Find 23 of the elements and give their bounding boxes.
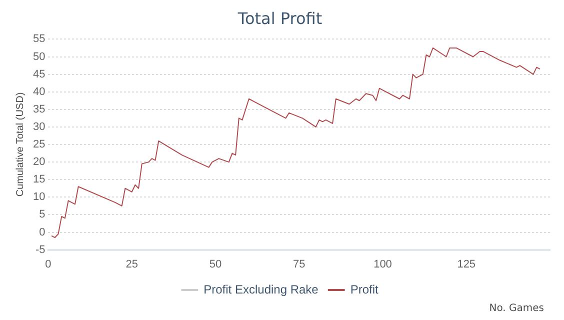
y-tick-label: 25 bbox=[32, 138, 46, 151]
y-tick-label: 45 bbox=[32, 68, 46, 80]
y-tick-label: 20 bbox=[32, 156, 46, 168]
y-tick-label: 40 bbox=[32, 86, 46, 98]
y-tick-label: 35 bbox=[32, 103, 46, 116]
chart-title: Total Profit bbox=[236, 8, 322, 28]
legend-label: Profit Excluding Rake bbox=[204, 282, 319, 296]
x-tick-label: 50 bbox=[209, 258, 222, 270]
x-tick-label: 125 bbox=[457, 258, 476, 270]
y-tick-label: 0 bbox=[39, 226, 46, 238]
y-tick-label: 30 bbox=[32, 120, 46, 133]
y-tick-label: 15 bbox=[32, 174, 46, 186]
x-tick-label: 75 bbox=[292, 258, 306, 270]
y-tick-label: -5 bbox=[35, 244, 46, 256]
x-axis-title: No. Games bbox=[489, 303, 544, 314]
x-tick-label: 25 bbox=[126, 258, 138, 270]
x-tick-label: 100 bbox=[374, 258, 392, 270]
y-tick-label: 55 bbox=[32, 33, 46, 46]
legend-label: Profit bbox=[350, 282, 380, 296]
y-axis-title: Cumulative Total (USD) bbox=[14, 92, 26, 197]
y-tick-label: 10 bbox=[32, 191, 46, 204]
y-tick-label: 50 bbox=[32, 50, 46, 63]
y-tick-label: 5 bbox=[39, 208, 46, 221]
